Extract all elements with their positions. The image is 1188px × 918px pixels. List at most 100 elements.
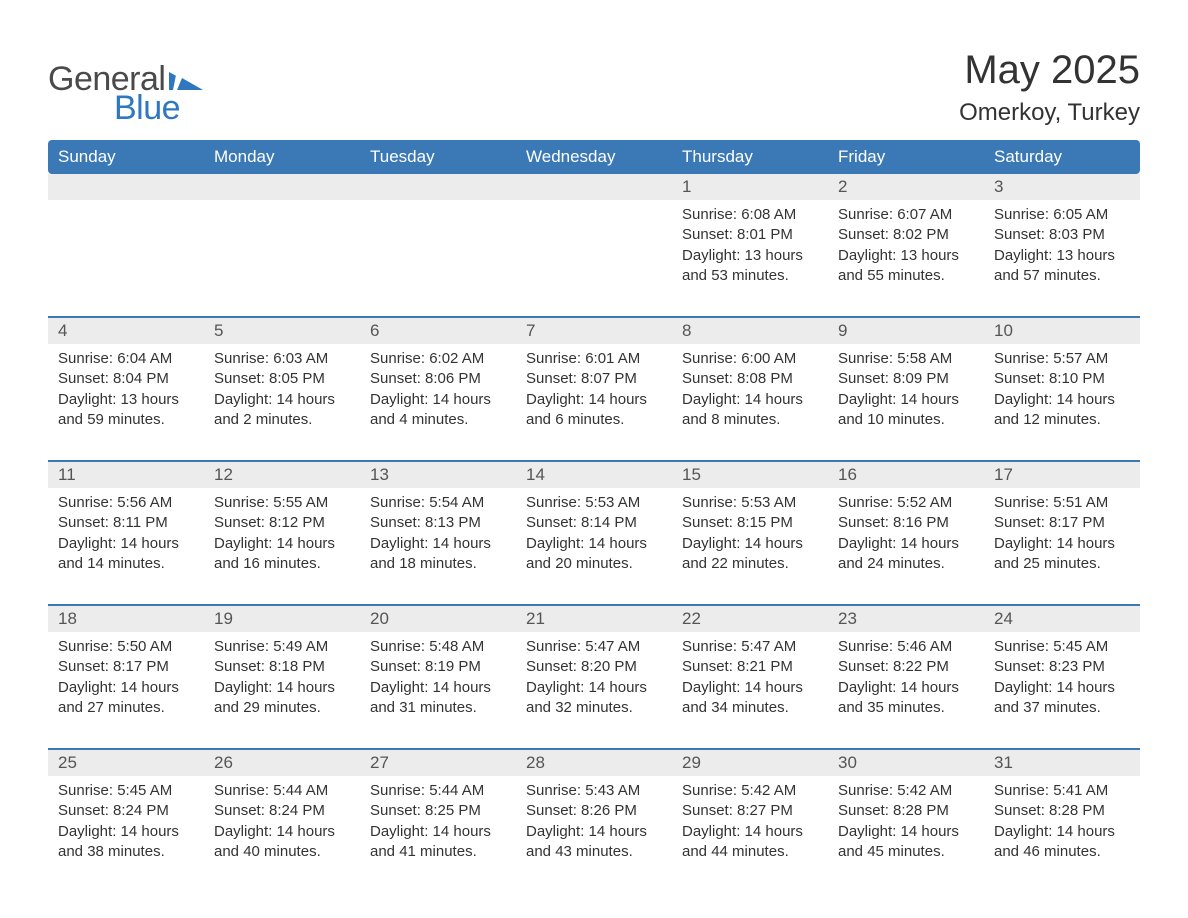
calendar-day: 28Sunrise: 5:43 AMSunset: 8:26 PMDayligh…	[516, 750, 672, 892]
calendar-day: 24Sunrise: 5:45 AMSunset: 8:23 PMDayligh…	[984, 606, 1140, 748]
sunset-line: Sunset: 8:28 PM	[838, 801, 974, 821]
day-header-row: SundayMondayTuesdayWednesdayThursdayFrid…	[48, 140, 1140, 174]
sunrise-line: Sunrise: 5:57 AM	[994, 349, 1130, 369]
calendar-day: 26Sunrise: 5:44 AMSunset: 8:24 PMDayligh…	[204, 750, 360, 892]
sunset-line: Sunset: 8:24 PM	[214, 801, 350, 821]
sunrise-line: Sunrise: 5:55 AM	[214, 493, 350, 513]
daylight-line: Daylight: 14 hours and 10 minutes.	[838, 390, 974, 431]
sunset-line: Sunset: 8:06 PM	[370, 369, 506, 389]
day-number: 3	[984, 174, 1140, 200]
day-content: Sunrise: 5:45 AMSunset: 8:23 PMDaylight:…	[984, 632, 1140, 726]
sunset-line: Sunset: 8:12 PM	[214, 513, 350, 533]
day-content: Sunrise: 5:55 AMSunset: 8:12 PMDaylight:…	[204, 488, 360, 582]
sunrise-line: Sunrise: 5:56 AM	[58, 493, 194, 513]
day-content: Sunrise: 5:45 AMSunset: 8:24 PMDaylight:…	[48, 776, 204, 870]
daylight-line: Daylight: 14 hours and 41 minutes.	[370, 822, 506, 863]
calendar-day	[204, 174, 360, 316]
calendar-day: 17Sunrise: 5:51 AMSunset: 8:17 PMDayligh…	[984, 462, 1140, 604]
calendar-page: General Blue May 2025 Omerkoy, Turkey Su…	[0, 0, 1188, 918]
sunrise-line: Sunrise: 6:00 AM	[682, 349, 818, 369]
day-number: 17	[984, 462, 1140, 488]
sunrise-line: Sunrise: 5:44 AM	[370, 781, 506, 801]
sunset-line: Sunset: 8:11 PM	[58, 513, 194, 533]
daylight-line: Daylight: 14 hours and 24 minutes.	[838, 534, 974, 575]
day-content: Sunrise: 6:05 AMSunset: 8:03 PMDaylight:…	[984, 200, 1140, 294]
daylight-line: Daylight: 14 hours and 46 minutes.	[994, 822, 1130, 863]
daylight-line: Daylight: 14 hours and 16 minutes.	[214, 534, 350, 575]
day-number: 1	[672, 174, 828, 200]
day-content: Sunrise: 5:42 AMSunset: 8:28 PMDaylight:…	[828, 776, 984, 870]
daylight-line: Daylight: 13 hours and 53 minutes.	[682, 246, 818, 287]
day-number: 18	[48, 606, 204, 632]
day-number: 8	[672, 318, 828, 344]
calendar-day: 31Sunrise: 5:41 AMSunset: 8:28 PMDayligh…	[984, 750, 1140, 892]
calendar-day: 2Sunrise: 6:07 AMSunset: 8:02 PMDaylight…	[828, 174, 984, 316]
daylight-line: Daylight: 14 hours and 38 minutes.	[58, 822, 194, 863]
day-header: Tuesday	[360, 140, 516, 174]
daylight-line: Daylight: 14 hours and 27 minutes.	[58, 678, 194, 719]
day-content: Sunrise: 6:03 AMSunset: 8:05 PMDaylight:…	[204, 344, 360, 438]
daylight-line: Daylight: 14 hours and 25 minutes.	[994, 534, 1130, 575]
day-header: Wednesday	[516, 140, 672, 174]
location-label: Omerkoy, Turkey	[959, 99, 1140, 127]
calendar-day: 7Sunrise: 6:01 AMSunset: 8:07 PMDaylight…	[516, 318, 672, 460]
day-content: Sunrise: 5:47 AMSunset: 8:20 PMDaylight:…	[516, 632, 672, 726]
day-number: 28	[516, 750, 672, 776]
sunset-line: Sunset: 8:03 PM	[994, 225, 1130, 245]
day-content: Sunrise: 6:08 AMSunset: 8:01 PMDaylight:…	[672, 200, 828, 294]
day-header: Saturday	[984, 140, 1140, 174]
calendar-day: 3Sunrise: 6:05 AMSunset: 8:03 PMDaylight…	[984, 174, 1140, 316]
calendar-week: 18Sunrise: 5:50 AMSunset: 8:17 PMDayligh…	[48, 606, 1140, 748]
daylight-line: Daylight: 14 hours and 35 minutes.	[838, 678, 974, 719]
daylight-line: Daylight: 14 hours and 18 minutes.	[370, 534, 506, 575]
sunrise-line: Sunrise: 5:50 AM	[58, 637, 194, 657]
daylight-line: Daylight: 13 hours and 57 minutes.	[994, 246, 1130, 287]
day-content: Sunrise: 5:48 AMSunset: 8:19 PMDaylight:…	[360, 632, 516, 726]
calendar-day: 5Sunrise: 6:03 AMSunset: 8:05 PMDaylight…	[204, 318, 360, 460]
sunset-line: Sunset: 8:22 PM	[838, 657, 974, 677]
sunrise-line: Sunrise: 6:02 AM	[370, 349, 506, 369]
calendar-day: 8Sunrise: 6:00 AMSunset: 8:08 PMDaylight…	[672, 318, 828, 460]
day-content: Sunrise: 5:44 AMSunset: 8:24 PMDaylight:…	[204, 776, 360, 870]
daylight-line: Daylight: 14 hours and 37 minutes.	[994, 678, 1130, 719]
calendar-day: 1Sunrise: 6:08 AMSunset: 8:01 PMDaylight…	[672, 174, 828, 316]
daylight-line: Daylight: 14 hours and 40 minutes.	[214, 822, 350, 863]
calendar-day: 25Sunrise: 5:45 AMSunset: 8:24 PMDayligh…	[48, 750, 204, 892]
calendar-day: 23 Sunrise: 5:46 AMSunset: 8:22 PMDayligh…	[828, 606, 984, 748]
sunrise-line: Sunrise: 5:46 AM	[838, 637, 974, 657]
day-content: Sunrise: 6:02 AMSunset: 8:06 PMDaylight:…	[360, 344, 516, 438]
sunrise-line: Sunrise: 5:42 AM	[682, 781, 818, 801]
day-number: 26	[204, 750, 360, 776]
calendar-day: 29Sunrise: 5:42 AMSunset: 8:27 PMDayligh…	[672, 750, 828, 892]
daylight-line: Daylight: 14 hours and 44 minutes.	[682, 822, 818, 863]
sunrise-line: Sunrise: 5:53 AM	[526, 493, 662, 513]
day-number: 21	[516, 606, 672, 632]
day-header: Thursday	[672, 140, 828, 174]
day-content: Sunrise: 5:41 AMSunset: 8:28 PMDaylight:…	[984, 776, 1140, 870]
sunset-line: Sunset: 8:26 PM	[526, 801, 662, 821]
sunset-line: Sunset: 8:09 PM	[838, 369, 974, 389]
sunrise-line: Sunrise: 5:51 AM	[994, 493, 1130, 513]
sunrise-line: Sunrise: 5:53 AM	[682, 493, 818, 513]
day-content: Sunrise: 5:50 AMSunset: 8:17 PMDaylight:…	[48, 632, 204, 726]
daylight-line: Daylight: 14 hours and 12 minutes.	[994, 390, 1130, 431]
sunset-line: Sunset: 8:25 PM	[370, 801, 506, 821]
title-block: May 2025 Omerkoy, Turkey	[959, 48, 1140, 127]
calendar-day: 15Sunrise: 5:53 AMSunset: 8:15 PMDayligh…	[672, 462, 828, 604]
sunrise-line: Sunrise: 5:47 AM	[682, 637, 818, 657]
daylight-line: Daylight: 14 hours and 2 minutes.	[214, 390, 350, 431]
sunset-line: Sunset: 8:05 PM	[214, 369, 350, 389]
day-number: 7	[516, 318, 672, 344]
sunrise-line: Sunrise: 5:52 AM	[838, 493, 974, 513]
daylight-line: Daylight: 14 hours and 6 minutes.	[526, 390, 662, 431]
day-header: Sunday	[48, 140, 204, 174]
calendar-week: 4Sunrise: 6:04 AMSunset: 8:04 PMDaylight…	[48, 318, 1140, 460]
daylight-line: Daylight: 14 hours and 34 minutes.	[682, 678, 818, 719]
day-number: 11	[48, 462, 204, 488]
sunset-line: Sunset: 8:20 PM	[526, 657, 662, 677]
day-content: Sunrise: 6:01 AMSunset: 8:07 PMDaylight:…	[516, 344, 672, 438]
sunrise-line: Sunrise: 5:41 AM	[994, 781, 1130, 801]
day-number: 24	[984, 606, 1140, 632]
day-content: Sunrise: 5:57 AMSunset: 8:10 PMDaylight:…	[984, 344, 1140, 438]
day-number: 23	[828, 606, 984, 632]
